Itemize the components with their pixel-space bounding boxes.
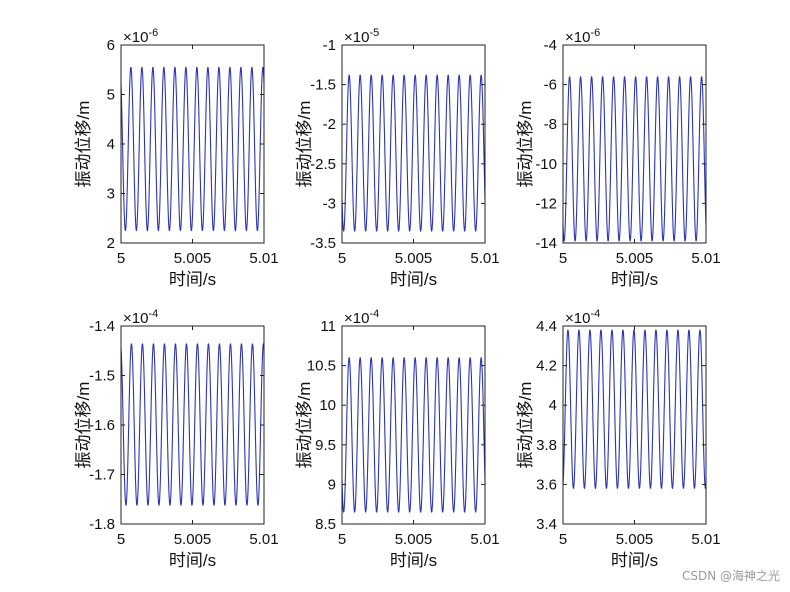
y-axis-label: 振动位移/m xyxy=(74,382,93,469)
y-tick-label: 9 xyxy=(328,476,336,493)
y-exponent-label: ×10-6 xyxy=(565,27,600,46)
y-tick-label: 8.5 xyxy=(315,516,336,533)
y-tick-label: 3.4 xyxy=(536,516,557,533)
y-axis-label: 振动位移/m xyxy=(516,101,535,188)
watermark: CSDN @海神之光 xyxy=(681,569,780,583)
y-axis-label: 振动位移/m xyxy=(516,382,535,469)
x-axis-label: 时间/s xyxy=(611,551,658,570)
subplot-4: 5 5.005 5.01 -1.8 -1.7 -1.6 -1.5 -1.4 ×10-4 时间/s 振… xyxy=(74,308,279,570)
y-tick-label: 11 xyxy=(320,318,336,335)
x-tick-label: 5.01 xyxy=(249,250,278,267)
series-line xyxy=(341,357,486,513)
series-line xyxy=(341,74,486,232)
y-tick-label: -14 xyxy=(535,235,557,252)
y-tick-label: 6 xyxy=(107,37,115,54)
subplot-3: 5 5.005 5.01 -14 -12 -10 -8 -6 -4 ×10-6 时间/s 振动位移/m xyxy=(516,27,721,289)
y-tick-label: 4 xyxy=(107,136,115,153)
y-tick-label: 9.5 xyxy=(315,437,336,454)
subplot-6: 5 5.005 5.01 3.4 3.6 3.8 4 4.2 4.4 ×10-4 时间/s 振动位移/… xyxy=(516,308,721,570)
y-exponent-label: ×10-4 xyxy=(123,308,158,327)
y-tick-label: -2.5 xyxy=(310,156,336,173)
series-line xyxy=(562,76,707,242)
x-tick-label: 5.005 xyxy=(174,531,212,548)
series-line xyxy=(120,343,265,506)
y-tick-label: 2 xyxy=(107,235,115,252)
x-axis-label: 时间/s xyxy=(390,551,437,570)
x-tick-label: 5.01 xyxy=(249,531,278,548)
x-tick-label: 5.01 xyxy=(691,250,720,267)
x-tick-label: 5.005 xyxy=(616,250,654,267)
x-axis-label: 时间/s xyxy=(169,270,216,289)
y-exponent-label: ×10-5 xyxy=(344,27,379,46)
y-tick-label: -1.5 xyxy=(89,368,115,385)
y-tick-label: -4 xyxy=(544,37,557,54)
y-tick-label: 3 xyxy=(107,186,115,203)
y-axis-label: 振动位移/m xyxy=(295,101,314,188)
x-tick-label: 5.01 xyxy=(470,250,499,267)
x-tick-label: 5.005 xyxy=(174,250,212,267)
y-tick-label: -1.4 xyxy=(89,318,115,335)
x-tick-label: 5.005 xyxy=(616,531,654,548)
y-tick-label: 10.5 xyxy=(307,358,336,375)
y-exponent-label: ×10-6 xyxy=(123,27,158,46)
y-tick-label: -1.8 xyxy=(89,516,115,533)
x-tick-label: 5 xyxy=(559,531,567,548)
x-tick-label: 5.01 xyxy=(470,531,499,548)
y-tick-label: 3.6 xyxy=(536,476,557,493)
subplot-5: 5 5.005 5.01 8.5 9 9.5 10 10.5 11 ×10-4 时间/s 振动位移/m xyxy=(295,308,500,570)
subplot-1: 5 5.005 5.01 2 3 4 5 6 ×10-6 时间/s 振动位移/m xyxy=(74,27,279,289)
y-tick-label: -6 xyxy=(544,77,557,94)
axes-frame xyxy=(562,325,707,525)
x-tick-label: 5 xyxy=(338,250,346,267)
y-axis-label: 振动位移/m xyxy=(295,382,314,469)
x-tick-label: 5.01 xyxy=(691,531,720,548)
x-tick-label: 5 xyxy=(117,250,125,267)
series-line xyxy=(562,329,707,489)
x-tick-label: 5 xyxy=(117,531,125,548)
x-axis-label: 时间/s xyxy=(611,270,658,289)
x-axis-label: 时间/s xyxy=(390,270,437,289)
y-tick-label: 5 xyxy=(107,87,115,104)
y-tick-label: 10 xyxy=(319,397,336,414)
subplot-2: 5 5.005 5.01 -3.5 -3 -2.5 -2 -1.5 -1 ×10-5 时间/s 振动位… xyxy=(295,27,500,289)
y-exponent-label: ×10-4 xyxy=(344,308,379,327)
x-axis-label: 时间/s xyxy=(169,551,216,570)
y-tick-label: -12 xyxy=(535,195,557,212)
y-tick-label: -8 xyxy=(544,116,557,133)
y-tick-label: 4.2 xyxy=(536,358,557,375)
y-tick-label: -1.5 xyxy=(310,77,336,94)
y-tick-label: -10 xyxy=(535,156,557,173)
y-tick-label: 4 xyxy=(549,397,557,414)
y-tick-label: -1.6 xyxy=(89,417,115,434)
y-exponent-label: ×10-4 xyxy=(565,308,600,327)
y-tick-label: 4.4 xyxy=(536,318,557,335)
y-tick-label: -1 xyxy=(323,37,336,54)
series-line xyxy=(120,66,265,232)
x-tick-label: 5.005 xyxy=(395,531,433,548)
y-axis-label: 振动位移/m xyxy=(74,101,93,188)
x-tick-label: 5 xyxy=(338,531,346,548)
x-tick-label: 5 xyxy=(559,250,567,267)
x-tick-label: 5.005 xyxy=(395,250,433,267)
y-tick-label: -3.5 xyxy=(310,235,336,252)
y-tick-label: 3.8 xyxy=(536,437,557,454)
y-tick-label: -1.7 xyxy=(89,467,115,484)
y-tick-label: -3 xyxy=(323,195,336,212)
y-tick-label: -2 xyxy=(323,116,336,133)
